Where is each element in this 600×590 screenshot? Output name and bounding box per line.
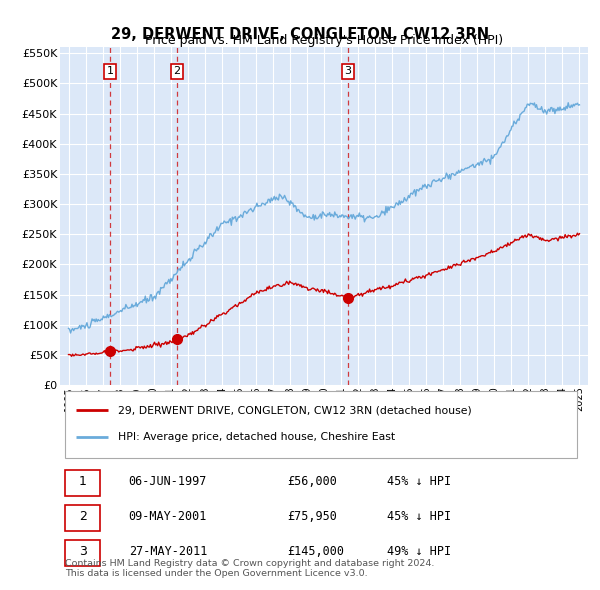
Text: Contains HM Land Registry data © Crown copyright and database right 2024.
This d: Contains HM Land Registry data © Crown c… xyxy=(65,559,434,578)
Title: Price paid vs. HM Land Registry's House Price Index (HPI): Price paid vs. HM Land Registry's House … xyxy=(145,34,503,47)
Text: 27-MAY-2011: 27-MAY-2011 xyxy=(128,545,207,558)
Text: 45% ↓ HPI: 45% ↓ HPI xyxy=(388,475,451,488)
Text: £56,000: £56,000 xyxy=(287,475,337,488)
Text: 2: 2 xyxy=(79,510,86,523)
FancyBboxPatch shape xyxy=(65,505,100,531)
Text: 29, DERWENT DRIVE, CONGLETON, CW12 3RN (detached house): 29, DERWENT DRIVE, CONGLETON, CW12 3RN (… xyxy=(118,405,472,415)
Text: 2: 2 xyxy=(173,66,181,76)
Text: 06-JUN-1997: 06-JUN-1997 xyxy=(128,475,207,488)
Text: 29, DERWENT DRIVE, CONGLETON, CW12 3RN: 29, DERWENT DRIVE, CONGLETON, CW12 3RN xyxy=(111,27,489,41)
FancyBboxPatch shape xyxy=(65,391,577,458)
Text: £75,950: £75,950 xyxy=(287,510,337,523)
Text: 1: 1 xyxy=(79,475,86,488)
Text: HPI: Average price, detached house, Cheshire East: HPI: Average price, detached house, Ches… xyxy=(118,432,395,442)
Text: £145,000: £145,000 xyxy=(287,545,344,558)
Text: 3: 3 xyxy=(344,66,352,76)
Text: 49% ↓ HPI: 49% ↓ HPI xyxy=(388,545,451,558)
FancyBboxPatch shape xyxy=(65,470,100,496)
Text: 45% ↓ HPI: 45% ↓ HPI xyxy=(388,510,451,523)
Text: 1: 1 xyxy=(107,66,113,76)
Text: 09-MAY-2001: 09-MAY-2001 xyxy=(128,510,207,523)
Text: 3: 3 xyxy=(79,545,86,558)
FancyBboxPatch shape xyxy=(65,540,100,566)
